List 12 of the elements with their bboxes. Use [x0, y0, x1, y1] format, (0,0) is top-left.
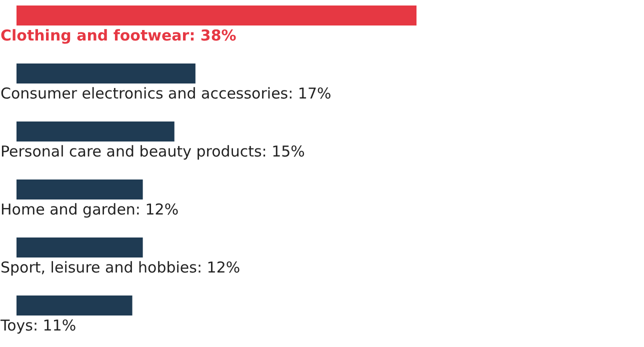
data-label: Sport, leisure and hobbies: 12% [0, 258, 240, 276]
bar [16, 6, 416, 26]
bar [16, 238, 143, 258]
data-label: Toys: 11% [0, 316, 76, 334]
data-label: Personal care and beauty products: 15% [0, 142, 305, 160]
bar [16, 180, 143, 200]
data-label: Home and garden: 12% [0, 200, 179, 218]
data-label: Consumer electronics and accessories: 17% [0, 84, 332, 102]
data-label: Clothing and footwear: 38% [0, 26, 236, 44]
bar [16, 296, 132, 316]
bar [16, 64, 196, 84]
bar [16, 122, 174, 142]
